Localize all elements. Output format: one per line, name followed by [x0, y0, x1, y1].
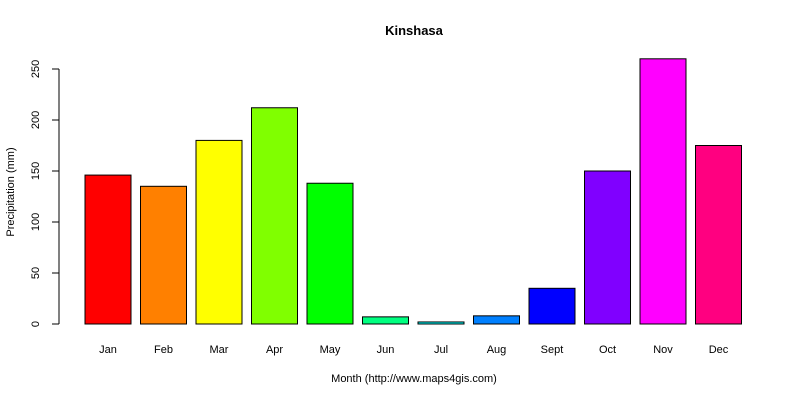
bar-may	[306, 182, 354, 325]
y-axis-label: Precipitation (mm)	[5, 147, 17, 236]
bar-jun	[362, 316, 409, 325]
y-tick-label: 50	[30, 267, 42, 279]
x-tick-label-oct: Oct	[599, 344, 616, 356]
x-axis-tick-labels: Jan Feb Mar Apr May Jun Jul Aug Sept Oct Nov Dec	[99, 344, 729, 356]
x-tick-label-jul: Jul	[434, 344, 448, 356]
bar-feb	[140, 185, 187, 325]
x-tick-label-aug: Aug	[487, 344, 507, 356]
x-tick-label-jun: Jun	[377, 344, 395, 356]
bar-dec	[695, 145, 742, 325]
bar-apr	[251, 107, 298, 325]
chart-title: Kinshasa	[385, 23, 444, 38]
y-tick-label: 250	[30, 60, 42, 78]
bar-nov	[639, 58, 687, 325]
bar-oct	[584, 170, 631, 325]
y-tick-label: 200	[30, 111, 42, 129]
y-axis: 0 50 100 150 200 250	[30, 60, 60, 327]
bar-jul	[417, 321, 465, 325]
x-tick-label-may: May	[320, 344, 341, 356]
bar-jan	[84, 174, 132, 325]
x-tick-label-feb: Feb	[154, 344, 173, 356]
y-tick-label: 100	[30, 213, 42, 231]
y-tick-label: 150	[30, 162, 42, 180]
y-tick-label: 0	[30, 321, 42, 327]
x-tick-label-sept: Sept	[541, 344, 564, 356]
x-tick-label-apr: Apr	[266, 344, 283, 356]
x-axis-label: Month (http://www.maps4gis.com)	[331, 373, 497, 385]
x-tick-label-nov: Nov	[653, 344, 673, 356]
bar-sept	[528, 287, 576, 325]
bar-series	[84, 58, 742, 325]
x-tick-label-dec: Dec	[709, 344, 729, 356]
x-tick-label-jan: Jan	[99, 344, 117, 356]
x-tick-label-mar: Mar	[210, 344, 229, 356]
bar-aug	[473, 315, 520, 325]
bar-mar	[195, 139, 243, 325]
